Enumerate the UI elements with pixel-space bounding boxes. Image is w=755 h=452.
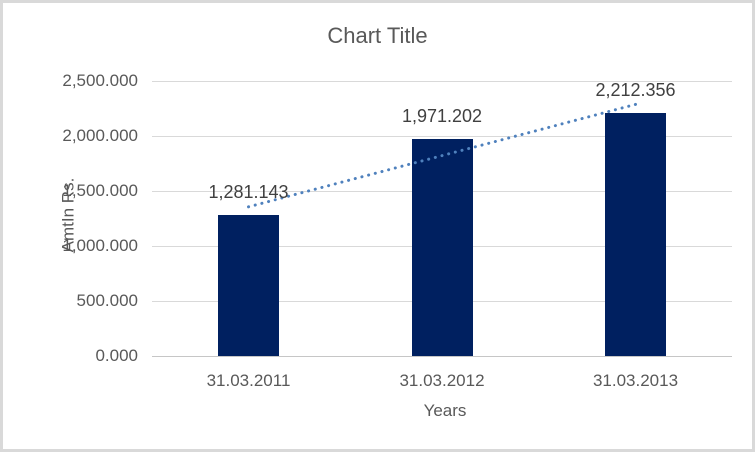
gridline xyxy=(151,81,733,82)
chart-title: Chart Title xyxy=(327,23,428,48)
data-label: 1,281.143 xyxy=(208,182,289,203)
y-tick-label: 2,500.000 xyxy=(62,71,138,90)
y-tick-label: 1,500.000 xyxy=(62,181,138,200)
x-axis-line xyxy=(151,356,733,357)
y-tick-label: 1,000.000 xyxy=(62,236,138,255)
bar-31.03.2013 xyxy=(605,112,666,356)
bar-31.03.2011 xyxy=(218,215,279,356)
x-tick-label: 31.03.2011 xyxy=(206,371,291,390)
x-tick-label: 31.03.2012 xyxy=(399,371,485,390)
data-label: 1,971.202 xyxy=(401,106,483,127)
bar-31.03.2012 xyxy=(411,139,473,356)
y-tick-label: 0.000 xyxy=(95,346,138,365)
y-tick-label: 500.000 xyxy=(76,291,138,310)
data-label: 2,212.356 xyxy=(595,79,676,100)
x-axis-title: Years xyxy=(423,401,467,420)
x-tick-label: 31.03.2013 xyxy=(592,371,679,390)
y-tick-label: 2,000.000 xyxy=(62,126,138,145)
